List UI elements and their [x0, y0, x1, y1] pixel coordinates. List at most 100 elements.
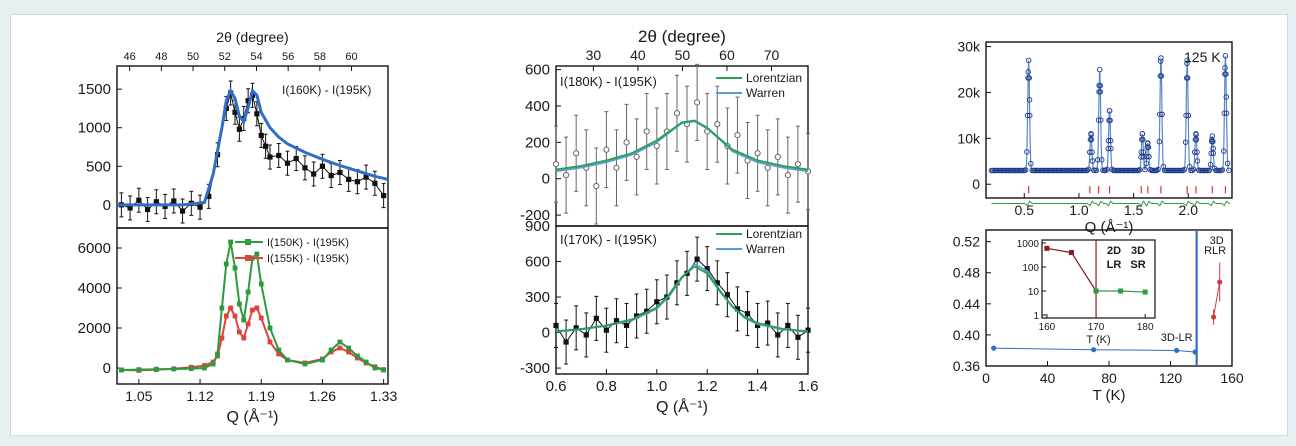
panel-c-top-data-point — [1108, 145, 1114, 152]
panel-c-top-data-point — [1155, 166, 1161, 173]
panel-c-top-data-point — [1157, 111, 1163, 118]
panel-c-bottom-ytick-label: 0.40 — [953, 327, 980, 343]
panel-c-top-data-point — [1193, 131, 1199, 137]
panel-c-top-xtick-label: 1.0 — [1069, 202, 1089, 218]
panel-c-top-data-point — [1028, 160, 1034, 167]
panel-c-top-data-point — [1094, 157, 1101, 163]
panel-a-bottom-series-150k-point — [236, 301, 242, 307]
inset-xtick-label: 180 — [1137, 322, 1154, 333]
panel-b-bottom-ytick-label: 300 — [525, 289, 550, 306]
panel-a-top-data-line — [121, 92, 385, 212]
panel-a-top-top-tick-label: 48 — [155, 51, 167, 63]
panel-c-top-data-point — [1222, 65, 1228, 71]
panel-c-top-data-point — [1221, 110, 1228, 116]
panel-a-top-fit-line — [117, 87, 389, 207]
panel-c-bottom-xlabel: T (K) — [1092, 387, 1125, 404]
panel-c-top-data-point — [1181, 166, 1188, 173]
panel-a-bottom-series-150k-point — [328, 347, 334, 353]
inset-series-3d-sr-point — [1093, 288, 1099, 294]
inset-ytick-label: 1000 — [1017, 239, 1040, 250]
panel-a-bottom-series-155k-point — [254, 305, 260, 311]
panel-c-bottom-ytick-label: 0.52 — [953, 234, 980, 250]
inset-series-2d-lr-point — [1044, 245, 1050, 251]
panel-c-top-data-point — [1140, 136, 1146, 143]
panel-c-top-data-point — [1147, 166, 1153, 173]
panel-c-top-data-point — [1026, 75, 1032, 81]
panel-c-top-data-point — [1210, 138, 1216, 145]
panel-c-top-data-point — [1185, 112, 1192, 119]
panel-b-bottom-xtick-label: 1.0 — [646, 378, 667, 395]
panel-b-bottom-ytick-label: -300 — [520, 360, 550, 377]
panel-b-bottom-xlabel: Q (Å⁻¹) — [656, 397, 708, 416]
panel-b-top-data-point — [714, 121, 721, 128]
panel-b-bottom-xtick-label: 1.2 — [697, 378, 718, 395]
panel-a-bottom-xtick-label: 1.33 — [370, 388, 397, 404]
panel-c-top-data-point — [1084, 167, 1090, 174]
panel-a-bottom-series-150k-point — [188, 366, 194, 371]
panel-c-bottom-xtick-label: 0 — [982, 370, 990, 386]
inset-region-label: 2D — [1107, 245, 1121, 257]
panel-b-top-annotation: I(180K) - I(195K) — [560, 74, 657, 89]
panel-a-bottom-series-155k-point — [219, 335, 225, 341]
panel-c-top-data-point — [1189, 167, 1195, 174]
panel-a-bottom-series-155k-point — [250, 307, 255, 313]
panel-a-bottom-series-155k-point — [276, 351, 282, 357]
panel-c-top-data-point — [1089, 149, 1095, 155]
panel-c-top-data-point — [1223, 110, 1230, 116]
panel-a-top-ytick-label: 1500 — [78, 81, 111, 98]
panel-c-bottom-series-3d-rlr-point — [1217, 279, 1223, 285]
panel-c-top-data-point — [1226, 167, 1232, 174]
panel-a-bottom-series-150k-point — [320, 357, 325, 363]
panel-c-top-data-point — [1184, 60, 1190, 67]
panel-a-bottom-ytick-label: 2000 — [78, 320, 111, 337]
panel-a-bottom-frame — [116, 227, 389, 385]
panel-a-bottom-series-150k-point — [241, 317, 247, 323]
panel-c-top-data-point — [1093, 167, 1100, 174]
panel-c-top-data-point — [1207, 161, 1214, 168]
panel-c-top-data-point — [1095, 117, 1102, 123]
inset-xtick-label: 160 — [1039, 322, 1056, 333]
panel-c-top-data-point — [1193, 136, 1200, 143]
panel-c-top-difference-line — [991, 200, 1230, 207]
inset-ytick-label: 1 — [1033, 311, 1039, 322]
panel-a-top-top-axis-label: 2θ (degree) — [216, 29, 288, 45]
panel-c-top-data-point — [1158, 73, 1165, 79]
panel-c-top-data-point — [1206, 167, 1213, 174]
panel-a-top-data-point — [381, 193, 387, 199]
panel-c-top-data-point — [1146, 153, 1152, 160]
panel-a-bottom-series-150k-point — [215, 351, 220, 357]
panel-c-top-data-point — [1182, 139, 1189, 145]
panel-b-top-data-point — [673, 110, 681, 117]
panel-b-bottom-legend-label: Warren — [746, 242, 785, 256]
panel-c-bottom-xtick-label: 120 — [1159, 370, 1183, 386]
panel-c-top-data-point — [1088, 131, 1094, 137]
panel-c-top-data-point — [1097, 82, 1104, 89]
panel-c-bottom-series-3d-lr-line — [993, 347, 1196, 353]
panel-b-bottom-xtick-label: 1.4 — [747, 378, 768, 395]
panel-b-bottom-ytick-label: 600 — [525, 254, 550, 271]
panel-a-bottom-series-150k-point — [267, 325, 273, 331]
panel-c-top-data-point — [1098, 157, 1105, 163]
panel-c-top-data-point — [1088, 136, 1095, 143]
inset-series-3d-sr-point — [1118, 288, 1124, 294]
panel-b-bottom-lorentzian-line — [555, 265, 809, 333]
panel-c-bottom-xtick-label: 80 — [1101, 370, 1117, 386]
panel-c-bottom-ytick-label: 0.36 — [953, 358, 980, 374]
panel-c-top-data-point — [1194, 149, 1200, 155]
panel-b-bottom-legend-label: Lorentzian — [746, 227, 802, 241]
panel-b-top-legend-label: Lorentzian — [746, 71, 802, 85]
inset-region-label: 3D — [1131, 245, 1145, 257]
panel-c-bottom-series-3d-lr-point — [1174, 347, 1180, 354]
panel-a-bottom-series-150k-point — [136, 367, 142, 372]
panel-c-top-data-point — [1224, 160, 1231, 167]
inset-ytick-label: 100 — [1022, 263, 1039, 274]
panel-c-top-data-point — [1143, 153, 1150, 160]
panel-c-top-data-point — [1143, 160, 1150, 167]
panel-b-top-data-point — [573, 150, 580, 157]
panel-a-bottom-series-155k-point — [228, 305, 234, 311]
panel-a-top-top-tick-label: 50 — [187, 51, 199, 63]
panel-a-bottom-xtick-label: 1.12 — [186, 388, 213, 404]
panel-c-top-ytick-label: 0 — [972, 176, 980, 192]
panel-a-top-top-tick-label: 60 — [345, 51, 357, 63]
panel-c-bottom-ytick-label: 0.44 — [953, 296, 980, 312]
